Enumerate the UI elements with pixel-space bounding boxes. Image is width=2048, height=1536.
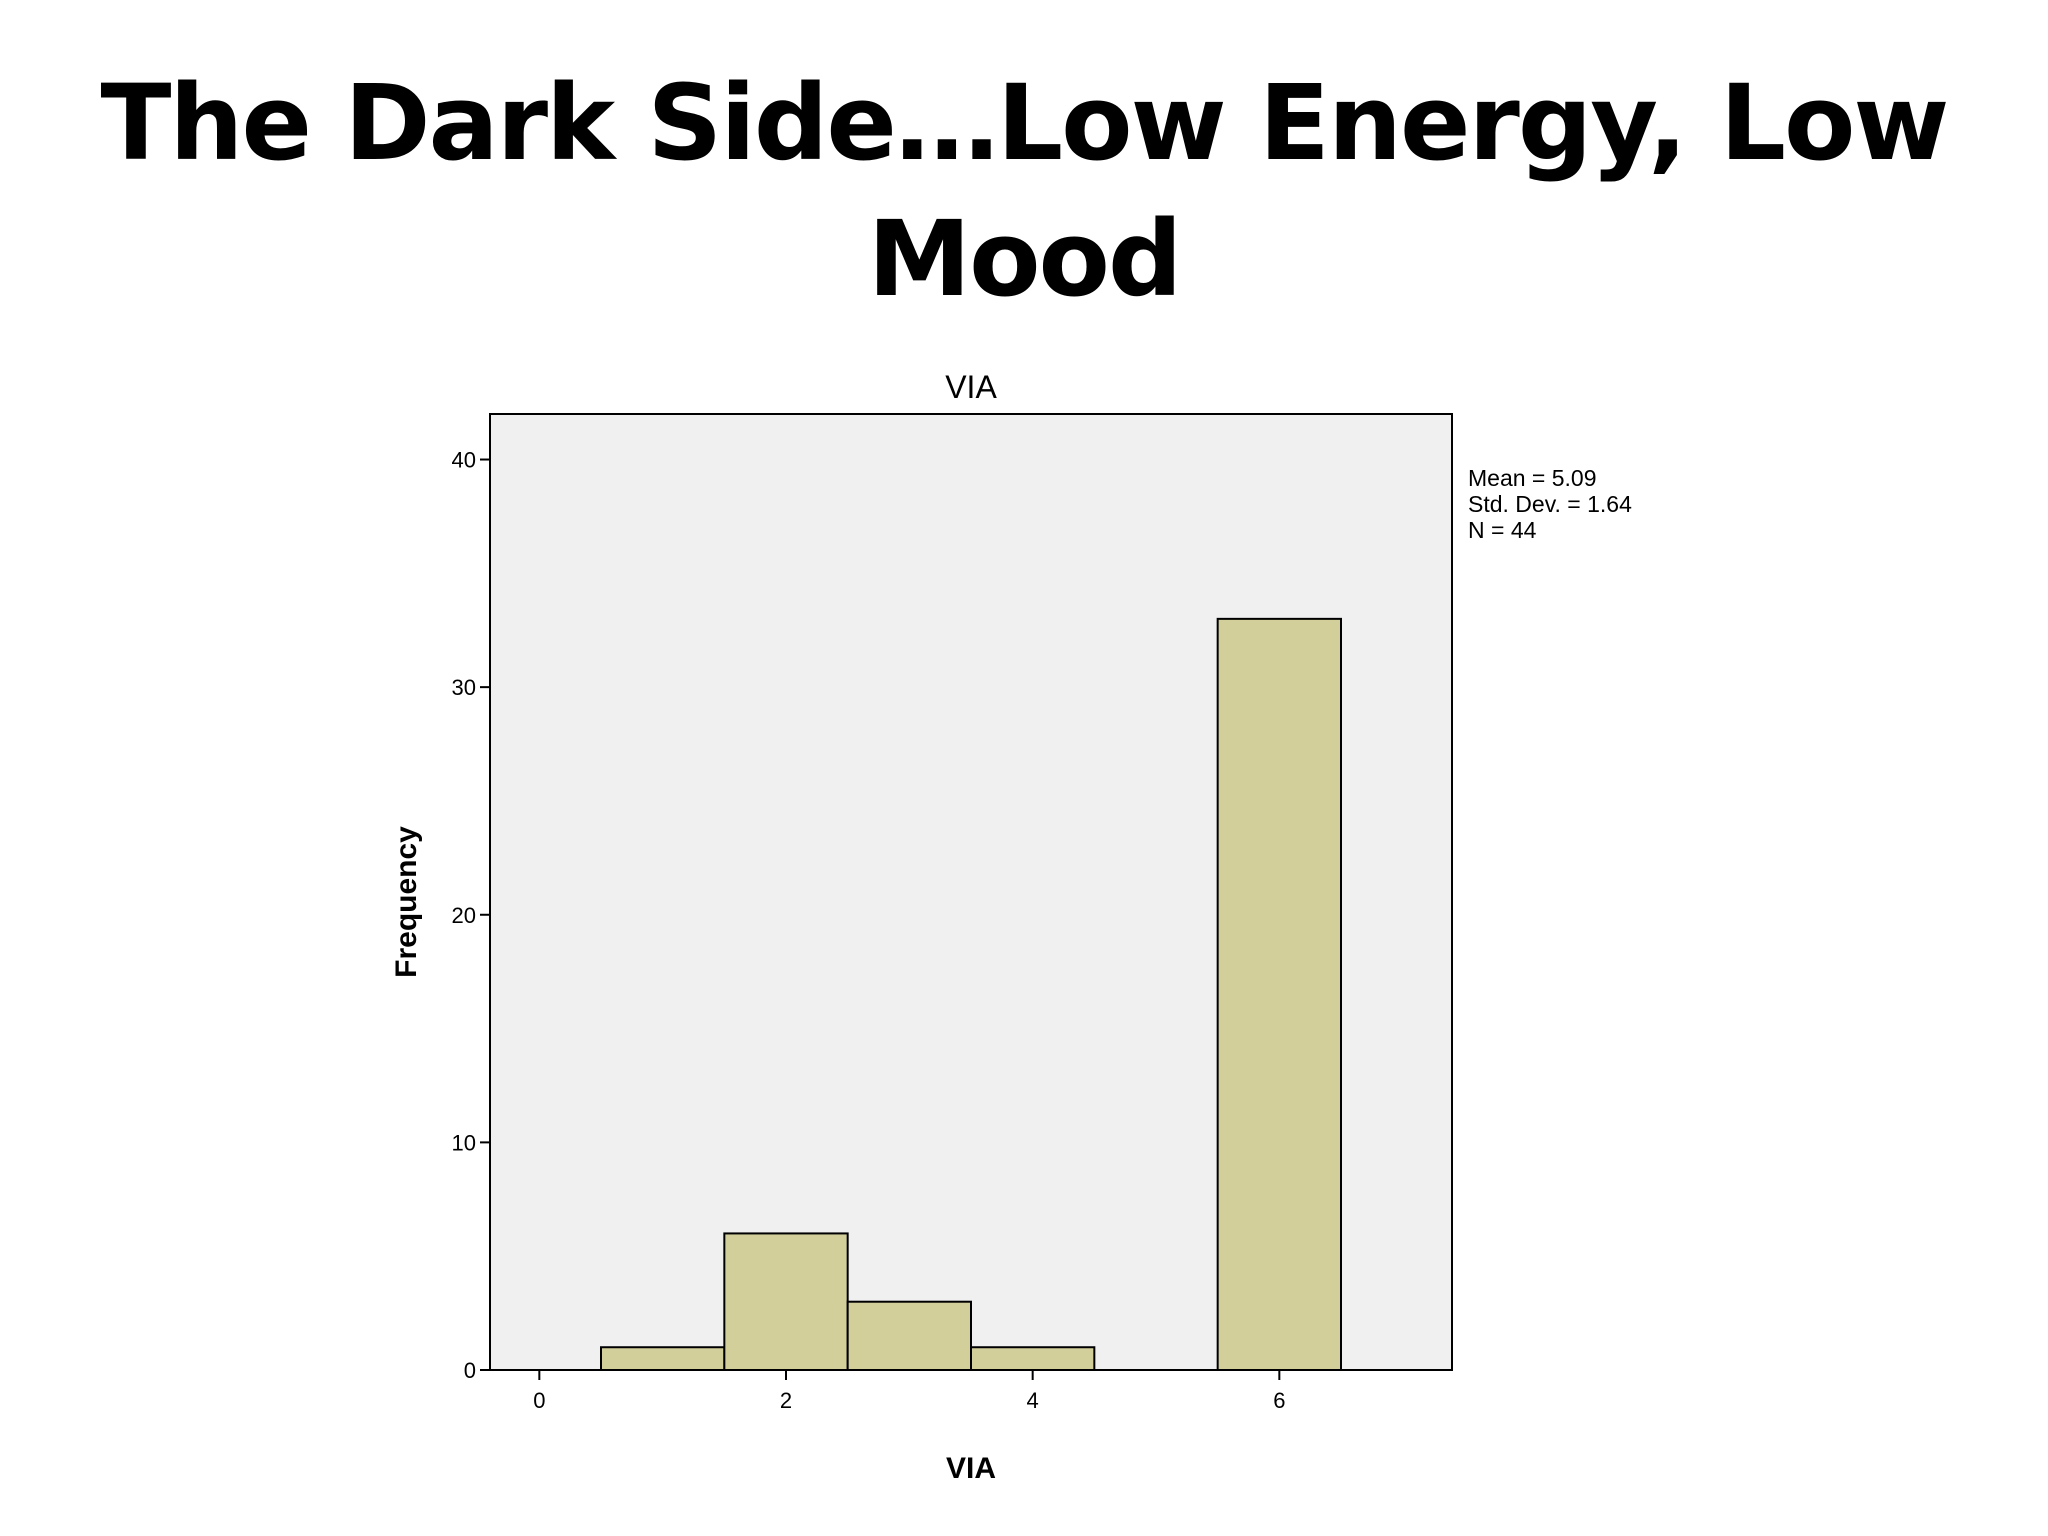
plot-frame (489, 413, 1453, 1371)
y-tick-label: 0 (464, 1358, 476, 1383)
histogram-bar (600, 1346, 726, 1371)
chart-title: VIA (945, 369, 997, 405)
y-axis-label: Frequency (390, 826, 423, 978)
y-tick-label: 20 (452, 903, 476, 928)
slide-title: The Dark Side…Low Energy, Low Mood (0, 55, 2048, 327)
x-tick-label: 4 (1027, 1388, 1039, 1413)
stats-line: N = 44 (1468, 517, 1537, 543)
y-tick-label: 10 (452, 1130, 476, 1155)
x-tick-label: 2 (780, 1388, 792, 1413)
x-tick-label: 0 (533, 1388, 545, 1413)
y-tick-label: 40 (452, 448, 476, 473)
slide-title-line-1: The Dark Side…Low Energy, Low (100, 62, 1949, 184)
stats-line: Mean = 5.09 (1468, 465, 1597, 491)
histogram-bar (970, 1346, 1096, 1371)
x-tick-label: 6 (1273, 1388, 1285, 1413)
slide-title-line-2: Mood (867, 198, 1183, 320)
histogram-bar (1216, 617, 1342, 1371)
stats-line: Std. Dev. = 1.64 (1468, 491, 1632, 517)
histogram-bar (723, 1232, 849, 1372)
y-tick-label: 30 (452, 675, 476, 700)
histogram-bar (846, 1300, 973, 1371)
x-axis-label: VIA (946, 1452, 996, 1485)
